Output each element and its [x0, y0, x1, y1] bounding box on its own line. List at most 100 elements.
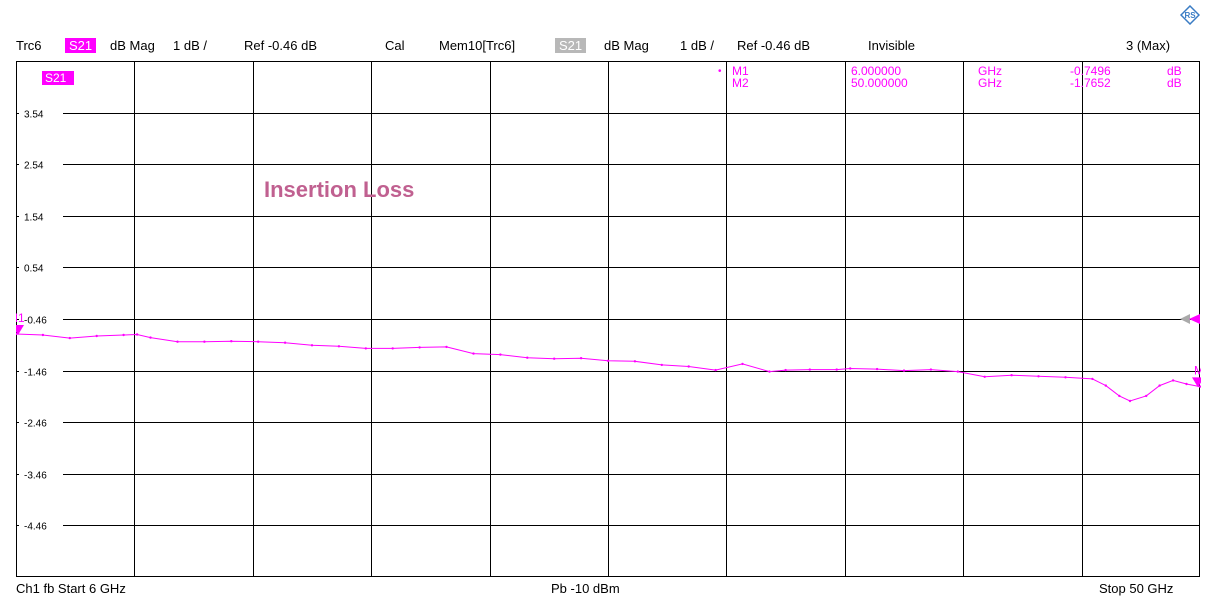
reference-arrow-icon[interactable]: [1189, 314, 1200, 324]
trace-param-badge[interactable]: S21: [65, 38, 97, 53]
trace-point: [1064, 376, 1067, 379]
marker-info-x: 50.000000: [851, 76, 908, 90]
trace-point: [875, 367, 879, 371]
y-tick-label-bg: [19, 416, 63, 429]
trace-point: [633, 360, 637, 363]
trace-point: [1118, 394, 1121, 398]
trace-point: [983, 375, 986, 378]
trace-point: [310, 344, 314, 347]
y-tick-label: -4.46: [24, 522, 47, 533]
memory-ref: Ref -0.46 dB: [737, 38, 810, 53]
y-tick-label: -1.46: [24, 368, 47, 379]
trace-point: [41, 333, 45, 337]
y-tick-label: 0.54: [24, 264, 44, 275]
trace-point: [1198, 385, 1201, 388]
trace-point: [203, 340, 206, 343]
trace-ref[interactable]: Ref -0.46 dB: [244, 38, 317, 53]
marker-info-y-unit: dB: [1167, 64, 1182, 78]
trace-point: [135, 333, 139, 336]
trace-point: [741, 362, 744, 366]
trace-point: [956, 370, 959, 373]
trace-point: [714, 368, 717, 372]
trace-point: [606, 359, 610, 362]
memory-trace: Mem10[Trc6]: [439, 38, 516, 53]
trace-point: [418, 346, 421, 349]
trace-point: [337, 345, 341, 348]
marker-info-x: 6.000000: [851, 64, 901, 78]
svg-text:RS: RS: [1184, 11, 1196, 20]
memory-param-badge: S21: [555, 38, 587, 53]
trace-point: [768, 370, 771, 373]
memory-state: Invisible: [868, 38, 915, 53]
trace-point: [364, 347, 367, 350]
trace-point: [1185, 382, 1188, 386]
trace-point: [68, 336, 71, 340]
y-tick-label-bg: [19, 365, 63, 378]
memory-format: dB Mag: [604, 38, 649, 53]
marker-m1-label: M1: [16, 311, 25, 325]
trace-point: [257, 340, 260, 343]
trace-point: [784, 368, 787, 372]
trace-point: [553, 357, 556, 360]
trace-point: [1128, 399, 1132, 403]
marker-info-name: M2: [732, 76, 749, 90]
trace-point: [929, 368, 933, 371]
trace-point: [391, 347, 394, 350]
y-tick-label-bg: [19, 313, 63, 326]
marker-m2-label: M2: [1194, 363, 1201, 377]
memory-scale: 1 dB /: [680, 38, 714, 53]
channel-power: Pb -10 dBm: [551, 581, 620, 596]
trace-point: [808, 368, 811, 371]
trace-format[interactable]: dB Mag: [110, 38, 155, 53]
trace-point: [1091, 377, 1094, 381]
trace-point: [526, 356, 529, 359]
rohde-schwarz-logo: RS: [1180, 5, 1200, 25]
trace-point: [849, 367, 852, 370]
marker-info-y-unit: dB: [1167, 76, 1182, 90]
y-tick-label-bg: [19, 468, 63, 481]
trace-point: [835, 368, 838, 371]
trace-point: [1171, 379, 1175, 382]
header-right-status: 3 (Max): [1126, 38, 1171, 53]
active-marker-dot: •: [718, 66, 722, 77]
y-tick-label-bg: [19, 261, 63, 274]
trace-label-badge: [42, 71, 74, 85]
marker-info-name: M1: [732, 64, 749, 78]
trace-diagram[interactable]: 3.54 2.54 1.54 0.54 -0.46 -1.46 -2.46 -3.46 -4.4…: [16, 61, 1201, 577]
channel-stop: Stop 50 GHz: [1099, 581, 1174, 596]
trace-point: [176, 340, 179, 343]
trace-point: [902, 369, 906, 372]
marker-m1-icon[interactable]: [16, 324, 24, 335]
trace-point: [445, 345, 448, 349]
chart-title: Insertion Loss: [264, 177, 414, 202]
marker-m2-icon[interactable]: [1192, 377, 1201, 388]
trace-point: [1037, 375, 1040, 378]
y-tick-label: -2.46: [24, 419, 47, 430]
trace-point: [1010, 374, 1013, 377]
marker-info-y: -1.7652: [1070, 76, 1111, 90]
y-tick-label: 2.54: [24, 161, 44, 172]
trace-scale[interactable]: 1 dB /: [173, 38, 207, 53]
cal-status: Cal: [385, 38, 405, 53]
trace-point: [687, 365, 690, 368]
trace-point: [472, 352, 475, 355]
y-tick-label-bg: [19, 210, 63, 223]
trace-point: [499, 353, 502, 356]
marker-info-x-unit: GHz: [978, 64, 1002, 78]
trace-point: [1158, 384, 1161, 387]
y-tick-label: -0.46: [24, 316, 47, 327]
y-tick-label: -3.46: [24, 471, 47, 482]
trace-point: [230, 340, 233, 343]
y-tick-label: 3.54: [24, 110, 44, 121]
trace-point: [149, 336, 152, 339]
trace-point: [579, 357, 583, 360]
marker-info-y: -0.7496: [1070, 64, 1111, 78]
trace-point: [122, 333, 125, 337]
trace-name: Trc6: [16, 38, 42, 53]
y-tick-label: 1.54: [24, 213, 44, 224]
reference-arrow-grey: [1180, 314, 1190, 324]
marker-info-x-unit: GHz: [978, 76, 1002, 90]
trace-point: [1145, 394, 1148, 398]
trace-point: [1104, 384, 1108, 387]
trace-point: [283, 341, 287, 344]
